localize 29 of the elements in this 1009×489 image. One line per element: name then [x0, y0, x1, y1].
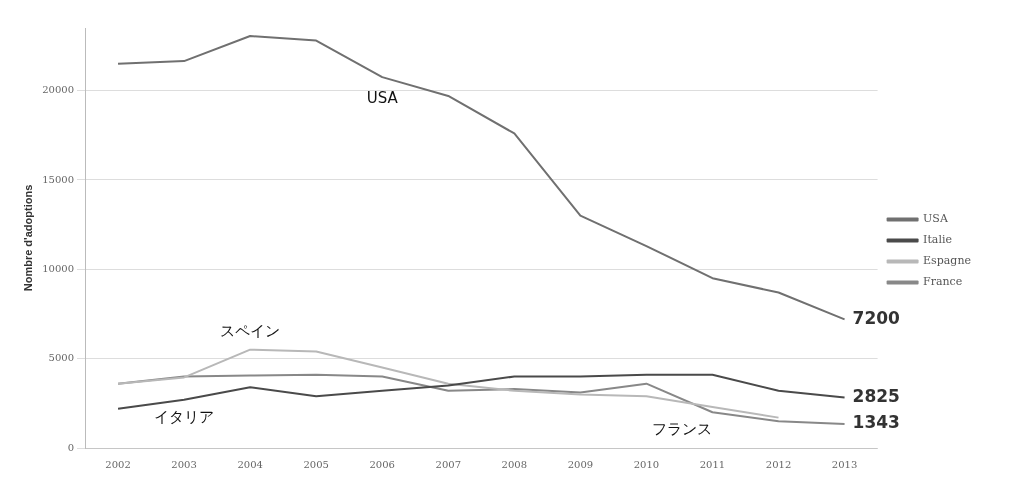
x-tick-label: 2003 — [171, 458, 197, 470]
y-tick-label: 15000 — [42, 173, 75, 185]
annotation: USA — [366, 89, 399, 108]
x-tick-label: 2004 — [237, 458, 263, 470]
annotation: フランス — [652, 420, 713, 439]
x-tick-label: 2002 — [105, 458, 131, 470]
x-tick-label: 2010 — [633, 458, 660, 470]
y-tick-label: 20000 — [42, 84, 75, 96]
legend-label: USA — [923, 212, 949, 226]
legend-label: Italie — [923, 233, 952, 247]
x-tick-label: 2007 — [435, 458, 461, 470]
y-tick-label: 5000 — [48, 352, 75, 364]
data-label: 1343 — [852, 412, 900, 433]
legend-label: Espagne — [923, 254, 972, 268]
x-tick-label: 2012 — [765, 458, 792, 470]
y-tick-label: 10000 — [42, 262, 75, 274]
x-tick-label: 2005 — [303, 458, 329, 470]
x-tick-label: 2011 — [699, 458, 726, 470]
x-tick-label: 2008 — [501, 458, 528, 470]
data-label: 7200 — [852, 307, 901, 328]
x-tick-label: 2006 — [369, 458, 395, 470]
x-tick-label: 2009 — [567, 458, 594, 470]
annotation: スペイン — [220, 321, 281, 340]
y-axis-title: Nombre d'adoptions — [21, 184, 34, 292]
x-tick-label: 2013 — [831, 458, 858, 470]
legend-label: France — [923, 275, 963, 289]
y-tick-label: 0 — [67, 441, 75, 453]
data-label: 2825 — [852, 385, 900, 406]
annotation: イタリア — [154, 407, 215, 426]
